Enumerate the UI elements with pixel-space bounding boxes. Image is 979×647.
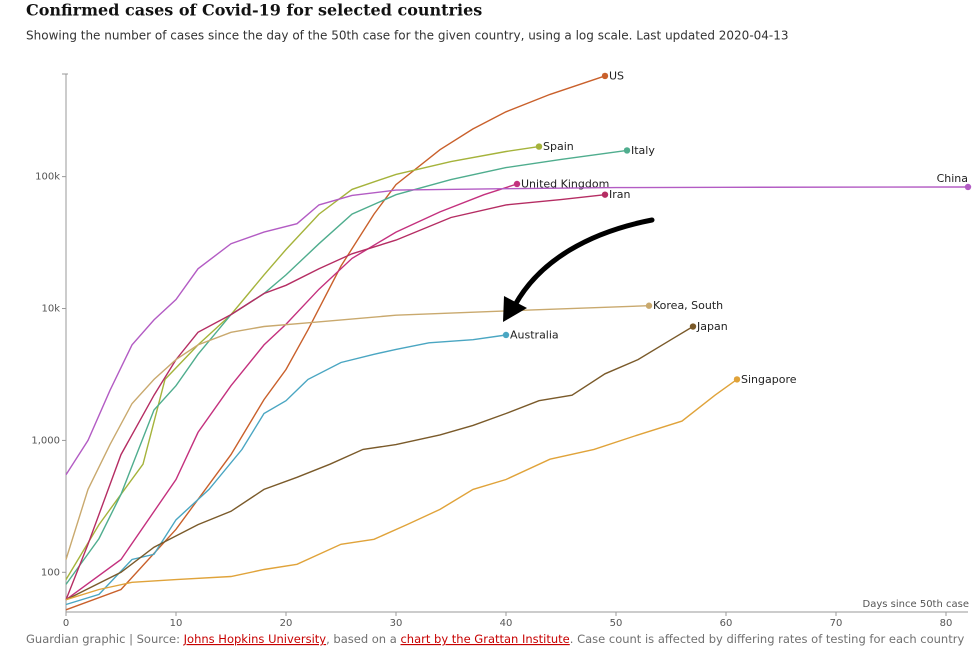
source-text: , based on a [326,632,400,646]
x-tick-label: 40 [500,618,513,629]
series-label: Singapore [741,373,797,386]
series-line [65,325,694,601]
end-point [502,331,510,339]
end-point [535,143,543,150]
chart-subtitle: Showing the number of cases since the da… [26,29,789,43]
series-line [65,334,507,606]
end-point [513,180,521,188]
source-text: . Case count is affected by differing ra… [570,632,965,646]
end-point [623,147,631,154]
y-tick-label: 100 [41,567,60,578]
series-line [65,75,606,611]
source-note: Guardian graphic | Source: Johns Hopkins… [26,632,964,646]
x-tick-label: 50 [610,618,623,629]
x-tick-label: 80 [940,618,953,629]
end-point [601,72,609,80]
end-point [601,191,609,198]
x-axis-label: Days since 50th case [863,599,969,610]
series-label: Australia [510,328,559,341]
x-tick-label: 20 [280,618,293,629]
x-tick-label: 10 [170,618,183,629]
series-label: Japan [696,320,728,333]
end-point [689,323,697,330]
series-line [65,378,738,601]
source-text: Guardian graphic | Source: [26,632,184,646]
series-label: Iran [609,188,631,201]
series-line [65,149,628,585]
series-label: US [609,69,624,82]
series-label: Spain [543,140,574,153]
x-tick-label: 30 [390,618,403,629]
source-link[interactable]: Johns Hopkins University [183,632,327,646]
source-link[interactable]: chart by the Grattan Institute [400,632,569,646]
plot-area: 100 1,000 10k 100k 0 10 20 30 40 50 60 70 80 US Spain I… [31,69,972,629]
end-point [645,302,653,309]
annotation-arrow [503,217,655,322]
series-line [65,145,540,580]
end-point [733,376,741,383]
x-tick-label: 0 [63,618,69,629]
end-point [964,183,972,191]
x-tick-label: 60 [720,618,733,629]
series-label: Korea, South [653,299,723,312]
y-tick-label: 100k [35,172,60,183]
series-line [65,183,518,601]
y-tick-label: 10k [41,304,60,315]
series-label: Italy [631,144,655,157]
series-label: China [937,172,968,185]
series-line [65,194,606,600]
series-line [65,186,969,476]
series-line [65,305,650,560]
y-tick-label: 1,000 [31,435,60,446]
x-tick-label: 70 [830,618,843,629]
chart-title: Confirmed cases of Covid-19 for selected… [26,1,482,20]
